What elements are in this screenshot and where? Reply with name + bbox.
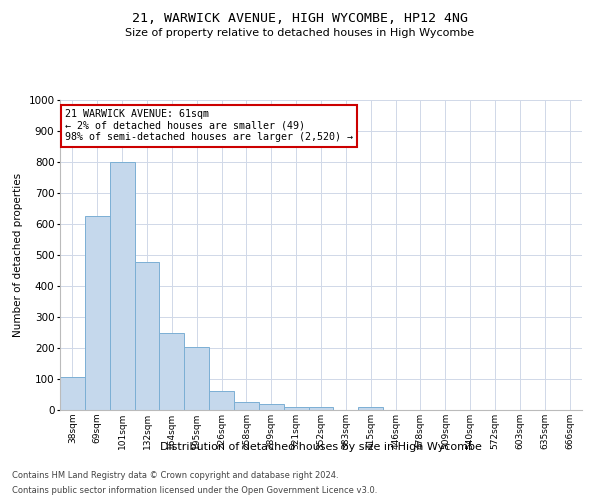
Bar [308, 407, 334, 410]
Bar [184, 347, 209, 410]
Text: Size of property relative to detached houses in High Wycombe: Size of property relative to detached ho… [125, 28, 475, 38]
Bar [284, 407, 308, 410]
Bar [259, 404, 284, 410]
Y-axis label: Number of detached properties: Number of detached properties [13, 173, 23, 337]
Text: 21, WARWICK AVENUE, HIGH WYCOMBE, HP12 4NG: 21, WARWICK AVENUE, HIGH WYCOMBE, HP12 4… [132, 12, 468, 26]
Bar [110, 162, 134, 410]
Bar [234, 402, 259, 410]
Text: 21 WARWICK AVENUE: 61sqm
← 2% of detached houses are smaller (49)
98% of semi-de: 21 WARWICK AVENUE: 61sqm ← 2% of detache… [65, 110, 353, 142]
Bar [358, 407, 383, 410]
Text: Contains HM Land Registry data © Crown copyright and database right 2024.: Contains HM Land Registry data © Crown c… [12, 471, 338, 480]
Text: Contains public sector information licensed under the Open Government Licence v3: Contains public sector information licen… [12, 486, 377, 495]
Bar [209, 392, 234, 410]
Bar [85, 216, 110, 410]
Text: Distribution of detached houses by size in High Wycombe: Distribution of detached houses by size … [160, 442, 482, 452]
Bar [60, 376, 85, 410]
Bar [160, 333, 184, 410]
Bar [134, 262, 160, 410]
